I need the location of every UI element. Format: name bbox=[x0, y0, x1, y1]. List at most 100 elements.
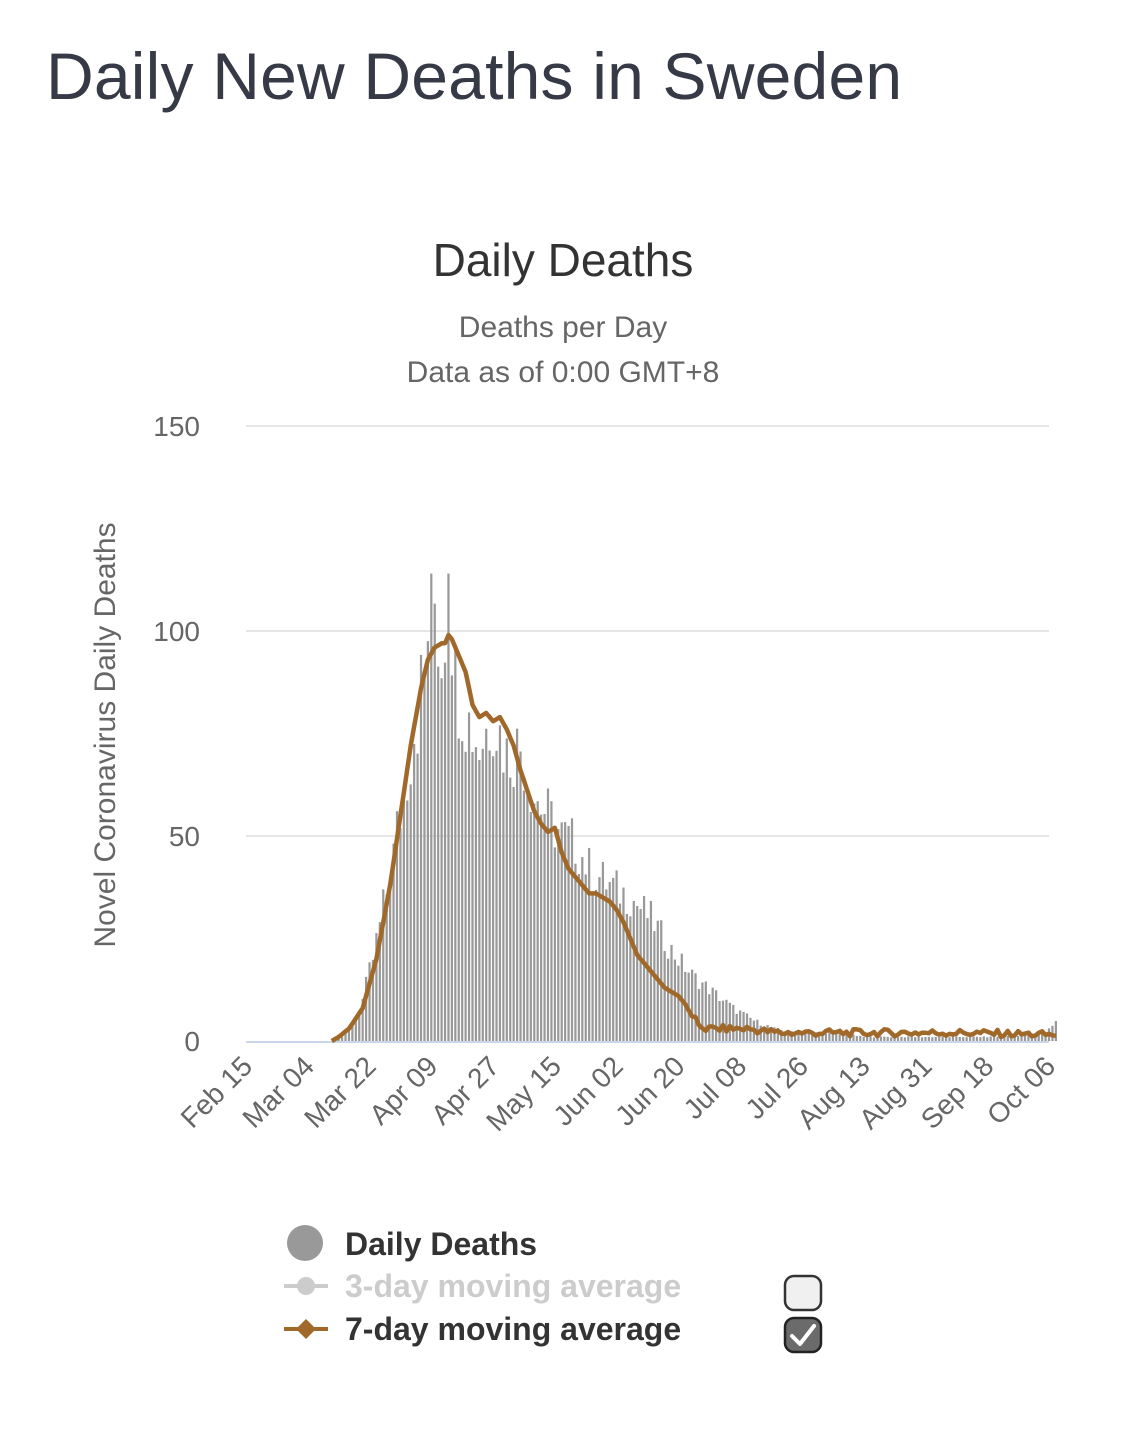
bar bbox=[526, 787, 529, 1041]
bar bbox=[612, 877, 615, 1041]
bar bbox=[491, 756, 495, 1041]
bar bbox=[828, 1032, 831, 1041]
bar bbox=[694, 973, 697, 1041]
bar bbox=[732, 1004, 735, 1041]
bar bbox=[423, 673, 426, 1041]
bar bbox=[467, 712, 471, 1041]
bar bbox=[900, 1036, 903, 1041]
y-tick-label: 150 bbox=[153, 411, 200, 442]
bar bbox=[540, 814, 543, 1041]
bar bbox=[927, 1036, 931, 1041]
bar bbox=[471, 751, 474, 1041]
bar bbox=[965, 1037, 968, 1041]
bar bbox=[457, 738, 460, 1041]
ma7-series[interactable] bbox=[330, 632, 1057, 1043]
bar bbox=[485, 728, 488, 1041]
bar bbox=[924, 1036, 927, 1041]
bar bbox=[529, 812, 532, 1041]
bar bbox=[409, 784, 412, 1041]
bar bbox=[886, 1036, 889, 1041]
legend-item-daily-deaths[interactable]: Daily Deaths bbox=[287, 1225, 537, 1262]
bar bbox=[841, 1033, 845, 1041]
bar bbox=[944, 1036, 948, 1041]
y-tick-label: 0 bbox=[184, 1026, 200, 1057]
bar bbox=[859, 1035, 862, 1041]
bar bbox=[464, 751, 467, 1041]
bar bbox=[502, 772, 505, 1041]
bar bbox=[636, 905, 639, 1041]
bar bbox=[920, 1037, 924, 1041]
bar bbox=[447, 573, 450, 1041]
bar bbox=[835, 1032, 838, 1041]
bar bbox=[769, 1027, 773, 1041]
bar bbox=[618, 903, 622, 1041]
page-heading: Daily New Deaths in Sweden bbox=[46, 39, 903, 113]
ma3-checkbox[interactable] bbox=[783, 1274, 823, 1312]
bar bbox=[646, 918, 649, 1041]
bar bbox=[625, 913, 629, 1041]
bar bbox=[996, 1036, 999, 1041]
legend-item-ma7[interactable]: 7-day moving average bbox=[284, 1311, 823, 1354]
bar bbox=[478, 760, 481, 1041]
bar bbox=[673, 959, 677, 1041]
bar bbox=[498, 725, 502, 1041]
y-axis-title: Novel Coronavirus Daily Deaths bbox=[89, 522, 122, 947]
bar bbox=[715, 990, 718, 1041]
bar bbox=[430, 573, 433, 1041]
bar bbox=[543, 813, 546, 1041]
x-tick-label: Jun 20 bbox=[609, 1050, 690, 1131]
x-tick-label: Jul 08 bbox=[678, 1050, 753, 1125]
bar bbox=[481, 748, 484, 1041]
bar bbox=[577, 874, 580, 1041]
bar bbox=[601, 861, 605, 1041]
bar bbox=[416, 753, 419, 1041]
bar bbox=[389, 891, 392, 1041]
bar bbox=[550, 801, 553, 1041]
bar bbox=[914, 1037, 917, 1041]
bar bbox=[536, 801, 539, 1041]
bar bbox=[515, 728, 519, 1041]
legend-ma3-marker bbox=[297, 1277, 315, 1295]
bar bbox=[931, 1037, 934, 1041]
bar bbox=[824, 1033, 828, 1041]
legend-item-ma3[interactable]: 3-day moving average bbox=[284, 1268, 823, 1312]
bar bbox=[509, 777, 512, 1041]
bar bbox=[598, 877, 601, 1041]
bar bbox=[395, 811, 399, 1041]
bar bbox=[608, 882, 611, 1041]
bar bbox=[337, 1038, 340, 1041]
bar bbox=[831, 1031, 834, 1041]
legend-ma7-label: 7-day moving average bbox=[345, 1311, 681, 1347]
bar bbox=[866, 1036, 869, 1041]
bar bbox=[581, 857, 584, 1041]
bar bbox=[807, 1032, 810, 1041]
bar bbox=[588, 847, 591, 1041]
bar bbox=[371, 959, 375, 1041]
bar bbox=[351, 1025, 354, 1041]
bar bbox=[413, 743, 416, 1041]
bar bbox=[553, 847, 556, 1041]
checkmark-icon bbox=[790, 1324, 816, 1346]
bar bbox=[845, 1034, 848, 1041]
bar bbox=[910, 1036, 913, 1041]
legend-daily-deaths-label: Daily Deaths bbox=[345, 1226, 537, 1262]
bar bbox=[862, 1036, 865, 1041]
bar bbox=[697, 988, 701, 1041]
bar bbox=[986, 1037, 989, 1041]
bar bbox=[838, 1033, 841, 1041]
bar bbox=[443, 662, 447, 1041]
bar bbox=[855, 1036, 858, 1041]
bar bbox=[955, 1036, 958, 1041]
bar bbox=[632, 900, 635, 1041]
y-tick-label: 100 bbox=[153, 616, 200, 647]
bar bbox=[440, 678, 443, 1041]
bar bbox=[876, 1037, 879, 1041]
bar bbox=[677, 965, 680, 1041]
bar bbox=[934, 1036, 937, 1041]
bar bbox=[399, 828, 402, 1041]
bar bbox=[739, 1010, 742, 1041]
bar bbox=[574, 863, 577, 1041]
bar bbox=[666, 958, 670, 1041]
bar bbox=[852, 1034, 855, 1041]
